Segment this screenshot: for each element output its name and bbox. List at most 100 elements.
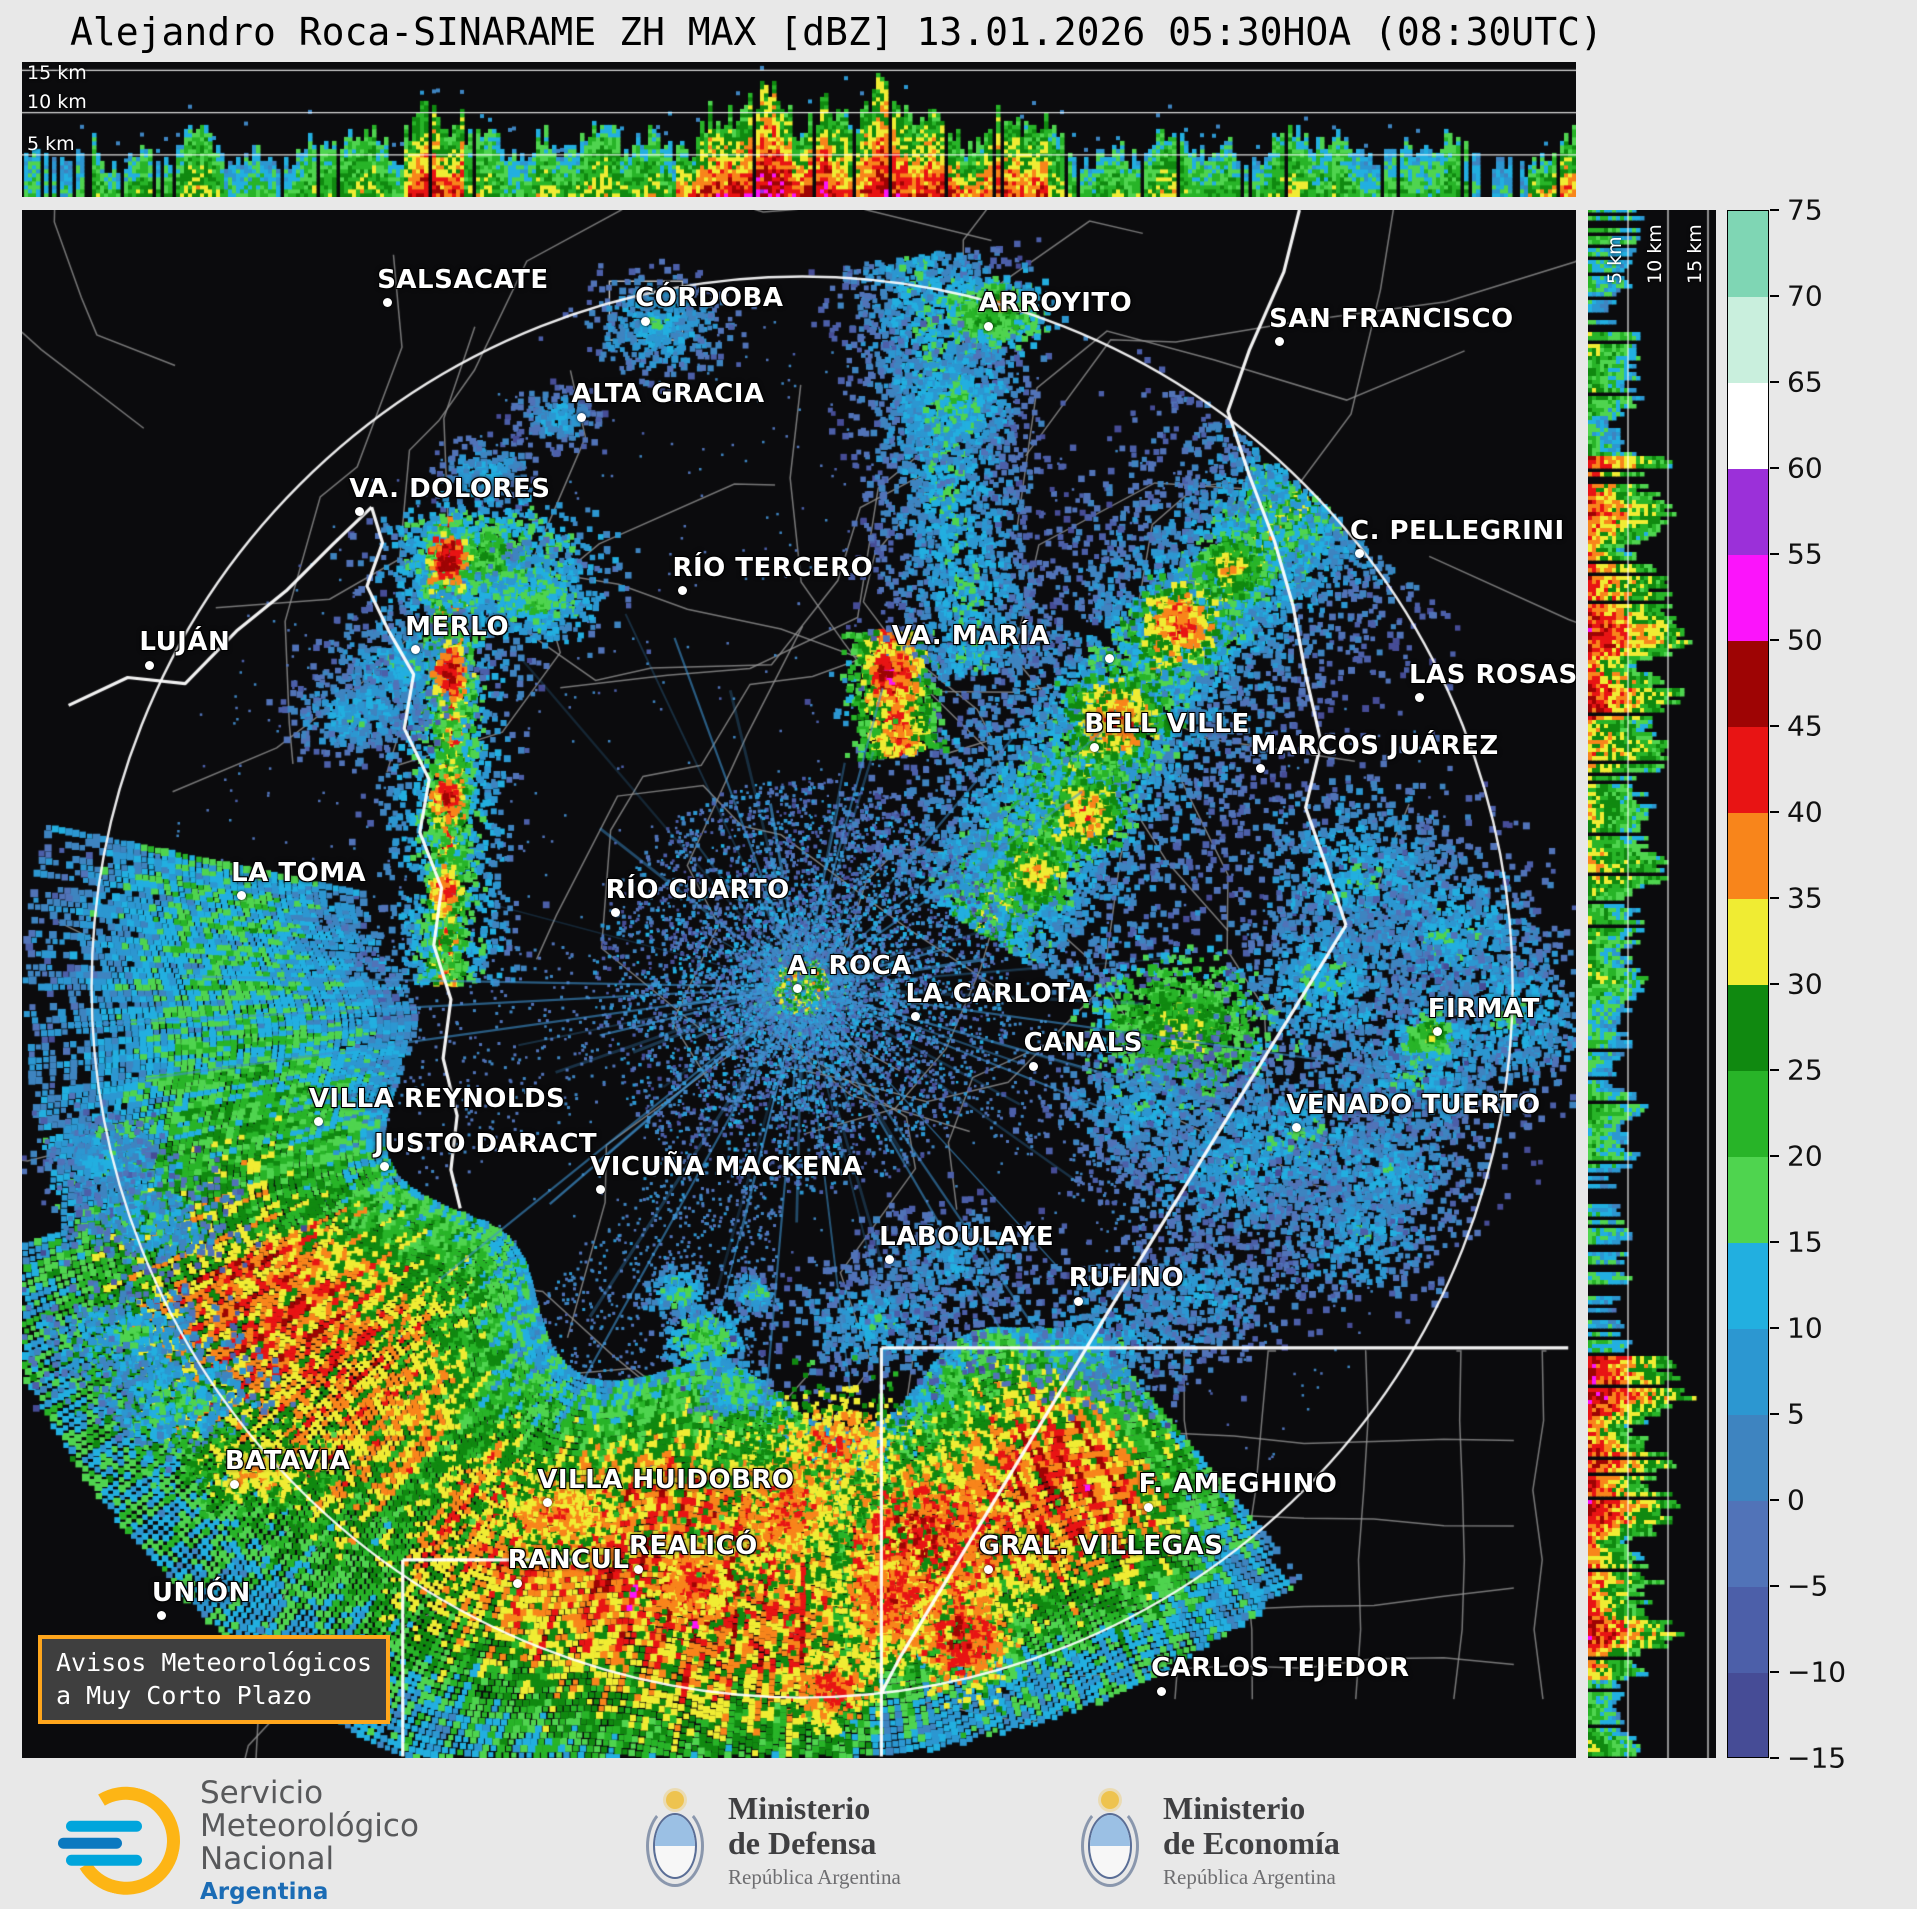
cross-section-right-panel: 5 km 10 km 15 km — [1588, 210, 1716, 1758]
smn-logo-icon — [58, 1775, 192, 1906]
city-label: VA. MARÍA — [891, 620, 1050, 651]
ministry-title-line: Ministerio — [728, 1790, 871, 1827]
city-dot — [379, 1162, 389, 1172]
sun-icon — [666, 1790, 684, 1809]
colorbar-segment — [1728, 727, 1768, 813]
colorbar-tick — [1770, 1585, 1779, 1587]
smn-country-label: Argentina — [200, 1878, 329, 1905]
city-label: CÓRDOBA — [635, 283, 784, 314]
city-label: SALSACATE — [377, 264, 549, 295]
city-dot — [1144, 1502, 1154, 1512]
city-label: LAS ROSAS — [1409, 659, 1576, 690]
ministry-title-line: Ministerio — [1163, 1790, 1306, 1827]
colorbar-segment — [1728, 383, 1768, 469]
ministry-subtitle: República Argentina — [728, 1864, 901, 1889]
colorbar-tick — [1770, 553, 1779, 555]
smn-logo-block: Servicio Meteorológico Nacional Argentin… — [58, 1774, 419, 1906]
city-dot — [1089, 742, 1099, 752]
city-label: VILLA REYNOLDS — [308, 1083, 566, 1114]
ministry-title-line: de Economía — [1163, 1825, 1340, 1861]
colorbar-tick-label: 65 — [1787, 365, 1823, 399]
colorbar-tick-label: 50 — [1787, 623, 1823, 657]
city-dot — [1074, 1296, 1084, 1306]
colorbar-segment — [1728, 555, 1768, 641]
shield-top-half — [655, 1814, 695, 1846]
city-label: REALICÓ — [628, 1531, 758, 1562]
city-label: C. PELLEGRINI — [1349, 515, 1565, 546]
city-dot — [640, 316, 650, 326]
ministry-subtitle: República Argentina — [1163, 1864, 1336, 1889]
colorbar-tick — [1770, 1413, 1779, 1415]
city-label: LABOULAYE — [879, 1221, 1055, 1252]
colorbar-tick — [1770, 209, 1779, 211]
city-dot — [576, 412, 586, 422]
colorbar-tick — [1770, 295, 1779, 297]
colorbar-tick — [1770, 467, 1779, 469]
city-dot — [230, 1479, 240, 1489]
colorbar-tick-label: 60 — [1787, 451, 1823, 485]
smn-text-line: Servicio — [200, 1774, 324, 1811]
city-dot — [611, 908, 621, 918]
city-dot — [1433, 1027, 1443, 1037]
colorbar-segment — [1728, 1071, 1768, 1157]
colorbar-gradient — [1727, 210, 1769, 1758]
city-dot — [1029, 1061, 1039, 1071]
city-label: LA CARLOTA — [905, 978, 1090, 1009]
city-dot — [1291, 1123, 1301, 1133]
footer-logos: Servicio Meteorológico Nacional Argentin… — [0, 1772, 1917, 1909]
city-label: UNIÓN — [151, 1577, 251, 1608]
colorbar-tick-label: 0 — [1787, 1483, 1805, 1517]
colorbar-tick-label: 40 — [1787, 795, 1823, 829]
shield-oval-icon — [1088, 1812, 1132, 1879]
city-label: CANALS — [1023, 1028, 1144, 1059]
defensa-text: Ministerio de Defensa República Argentin… — [728, 1791, 901, 1889]
smn-text-line: Nacional — [200, 1840, 335, 1877]
city-label: FIRMAT — [1427, 993, 1540, 1024]
colorbar-tick-label: 70 — [1787, 279, 1823, 313]
colorbar: 75 70 65 60 55 50 45 40 35 30 25 20 15 10 5 0 −5 −10 −15 — [1727, 194, 1917, 1775]
city-label: ALTA GRACIA — [571, 379, 765, 410]
city-label: LUJÁN — [139, 627, 231, 658]
city-label: GRAL. VILLEGAS — [978, 1531, 1224, 1562]
colorbar-tick — [1770, 811, 1779, 813]
colorbar-tick-label: 75 — [1787, 193, 1823, 227]
colorbar-tick — [1770, 1241, 1779, 1243]
city-label: A. ROCA — [787, 950, 912, 981]
colorbar-segment — [1728, 1329, 1768, 1415]
colorbar-tick-label: −15 — [1787, 1741, 1847, 1775]
altitude-label: 10 km — [1644, 224, 1666, 284]
colorbar-tick — [1770, 381, 1779, 383]
smn-text-line: Meteorológico — [200, 1807, 419, 1844]
economia-text: Ministerio de Economía República Argenti… — [1163, 1791, 1340, 1889]
city-dot — [1256, 764, 1266, 774]
colorbar-tick — [1770, 1069, 1779, 1071]
colorbar-tick — [1770, 1327, 1779, 1329]
colorbar-tick — [1770, 725, 1779, 727]
city-dot — [144, 660, 154, 670]
city-dot — [236, 891, 246, 901]
smn-wind-bar-icon — [58, 1837, 122, 1849]
warning-box: Avisos Meteorológicos a Muy Corto Plazo — [38, 1635, 391, 1724]
city-dot — [884, 1255, 894, 1265]
colorbar-segment — [1728, 1501, 1768, 1587]
city-label: SAN FRANCISCO — [1269, 303, 1514, 334]
city-dot — [513, 1578, 523, 1588]
colorbar-tick — [1770, 1155, 1779, 1157]
radar-map-canvas — [22, 210, 1576, 1758]
cross-section-right-canvas — [1588, 210, 1716, 1758]
laurel-wreath-icon — [1081, 1804, 1139, 1887]
city-label: BATAVIA — [224, 1446, 351, 1476]
colorbar-tick — [1770, 1499, 1779, 1501]
city-dot — [1105, 654, 1115, 664]
city-dot — [354, 507, 364, 517]
colorbar-tick — [1770, 897, 1779, 899]
defensa-logo-block: Ministerio de Defensa República Argentin… — [640, 1789, 901, 1893]
colorbar-segment — [1728, 813, 1768, 899]
sun-icon — [1101, 1790, 1119, 1809]
colorbar-tick-label: 10 — [1787, 1311, 1823, 1345]
colorbar-tick-label: −5 — [1787, 1569, 1829, 1603]
colorbar-tick-label: 20 — [1787, 1139, 1823, 1173]
city-label: LA TOMA — [231, 857, 367, 888]
colorbar-tick — [1770, 1757, 1779, 1759]
city-label: VILLA HUIDOBRO — [537, 1464, 795, 1495]
